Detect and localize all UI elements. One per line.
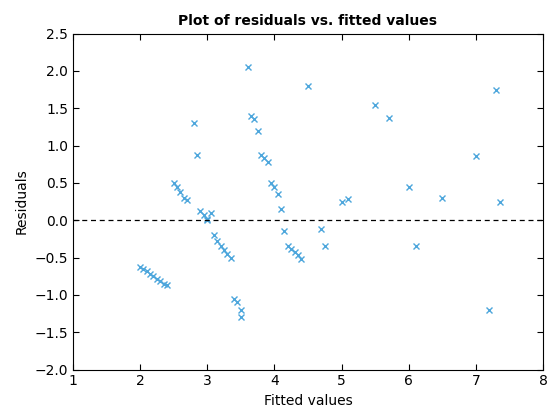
Y-axis label: Residuals: Residuals	[15, 169, 29, 234]
Title: Plot of residuals vs. fitted values: Plot of residuals vs. fitted values	[179, 14, 437, 28]
X-axis label: Fitted values: Fitted values	[264, 394, 352, 408]
